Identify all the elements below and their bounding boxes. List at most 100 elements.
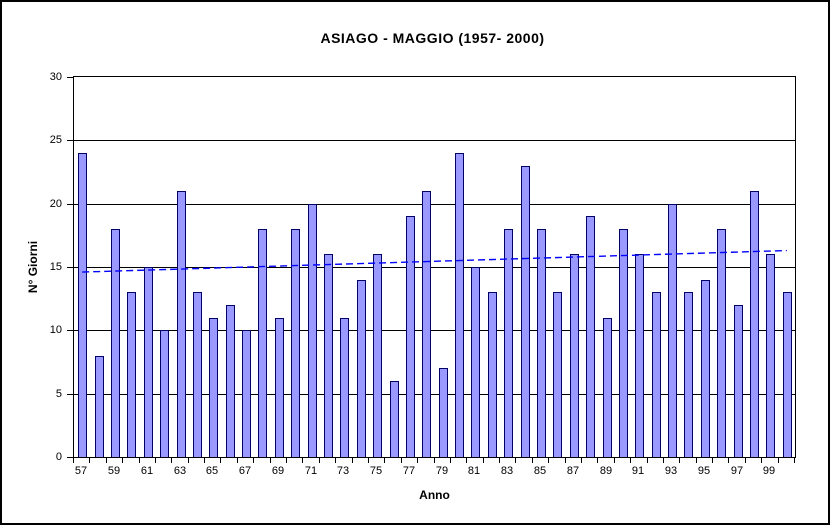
- x-tick-label-59: 59: [107, 465, 121, 477]
- gridline-y-10: [74, 330, 795, 331]
- x-tick-label-67: 67: [238, 465, 252, 477]
- bar-79: [438, 368, 448, 457]
- x-tick-41: [745, 458, 746, 463]
- x-tick-5: [155, 458, 156, 463]
- x-tick-27: [515, 458, 516, 463]
- x-tick-2: [106, 458, 107, 463]
- y-tick-30: [67, 77, 73, 78]
- x-tick-10: [237, 458, 238, 463]
- x-tick-36: [663, 458, 664, 463]
- x-tick-label-61: 61: [140, 465, 154, 477]
- x-tick-24: [466, 458, 467, 463]
- x-tick-label-83: 83: [500, 465, 514, 477]
- bar-62: [159, 330, 169, 457]
- x-tick-32: [597, 458, 598, 463]
- x-tick-29: [548, 458, 549, 463]
- x-tick-35: [647, 458, 648, 463]
- x-tick-28: [532, 458, 533, 463]
- x-tick-6: [171, 458, 172, 463]
- bar-83: [503, 229, 513, 457]
- x-tick-13: [286, 458, 287, 463]
- x-tick-1: [89, 458, 90, 463]
- bar-84: [520, 166, 530, 457]
- x-tick-3: [122, 458, 123, 463]
- x-tick-31: [581, 458, 582, 463]
- y-tick-label-10: 10: [49, 324, 62, 336]
- x-tick-37: [679, 458, 680, 463]
- bar-57: [77, 153, 87, 457]
- x-tick-11: [253, 458, 254, 463]
- x-tick-label-69: 69: [271, 465, 285, 477]
- x-tick-label-93: 93: [664, 465, 678, 477]
- x-tick-42: [761, 458, 762, 463]
- bar-75: [372, 254, 382, 457]
- gridline-y-20: [74, 204, 795, 205]
- x-tick-label-89: 89: [599, 465, 613, 477]
- bar-58: [94, 356, 104, 457]
- bar-59: [110, 229, 120, 457]
- y-tick-label-20: 20: [49, 198, 62, 210]
- y-tick-label-0: 0: [55, 451, 62, 463]
- x-tick-33: [614, 458, 615, 463]
- x-tick-43: [778, 458, 779, 463]
- bar-85: [536, 229, 546, 457]
- y-tick-25: [67, 140, 73, 141]
- x-tick-7: [188, 458, 189, 463]
- x-tick-0: [73, 458, 74, 463]
- x-tick-20: [401, 458, 402, 463]
- x-tick-25: [483, 458, 484, 463]
- plot-area: [73, 76, 796, 458]
- x-tick-label-91: 91: [631, 465, 645, 477]
- bar-82: [487, 292, 497, 457]
- y-tick-label-25: 25: [49, 134, 62, 146]
- x-tick-label-71: 71: [304, 465, 318, 477]
- x-tick-30: [565, 458, 566, 463]
- x-tick-label-73: 73: [336, 465, 350, 477]
- bar-71: [307, 204, 317, 457]
- x-tick-label-87: 87: [566, 465, 580, 477]
- bar-70: [290, 229, 300, 457]
- x-tick-label-79: 79: [435, 465, 449, 477]
- y-tick-label-15: 15: [49, 261, 62, 273]
- bar-78: [421, 191, 431, 457]
- bar-73: [339, 318, 349, 457]
- x-tick-label-65: 65: [205, 465, 219, 477]
- x-tick-19: [384, 458, 385, 463]
- bar-60: [126, 292, 136, 457]
- chart-title: ASIAGO - MAGGIO (1957- 2000): [320, 30, 545, 46]
- x-tick-18: [368, 458, 369, 463]
- gridline-y-25: [74, 140, 795, 141]
- x-tick-39: [712, 458, 713, 463]
- bar-93: [667, 204, 677, 457]
- bar-65: [208, 318, 218, 457]
- x-tick-14: [302, 458, 303, 463]
- bar-66: [225, 305, 235, 457]
- bar-96: [716, 229, 726, 457]
- x-tick-26: [499, 458, 500, 463]
- bar-69: [274, 318, 284, 457]
- bar-98: [749, 191, 759, 457]
- y-tick-label-30: 30: [49, 71, 62, 83]
- x-tick-label-63: 63: [173, 465, 187, 477]
- bar-94: [683, 292, 693, 457]
- x-tick-21: [417, 458, 418, 463]
- x-tick-22: [434, 458, 435, 463]
- bar-87: [569, 254, 579, 457]
- bar-99: [765, 254, 775, 457]
- x-tick-16: [335, 458, 336, 463]
- x-tick-label-85: 85: [533, 465, 547, 477]
- y-tick-0: [67, 457, 73, 458]
- bar-92: [651, 292, 661, 457]
- x-tick-label-57: 57: [74, 465, 88, 477]
- bar-81: [470, 267, 480, 457]
- bar-68: [257, 229, 267, 457]
- bar-90: [618, 229, 628, 457]
- x-tick-38: [696, 458, 697, 463]
- x-tick-label-95: 95: [697, 465, 711, 477]
- x-tick-label-77: 77: [402, 465, 416, 477]
- x-tick-34: [630, 458, 631, 463]
- bar-91: [634, 254, 644, 457]
- bar-64: [192, 292, 202, 457]
- x-tick-17: [352, 458, 353, 463]
- x-tick-15: [319, 458, 320, 463]
